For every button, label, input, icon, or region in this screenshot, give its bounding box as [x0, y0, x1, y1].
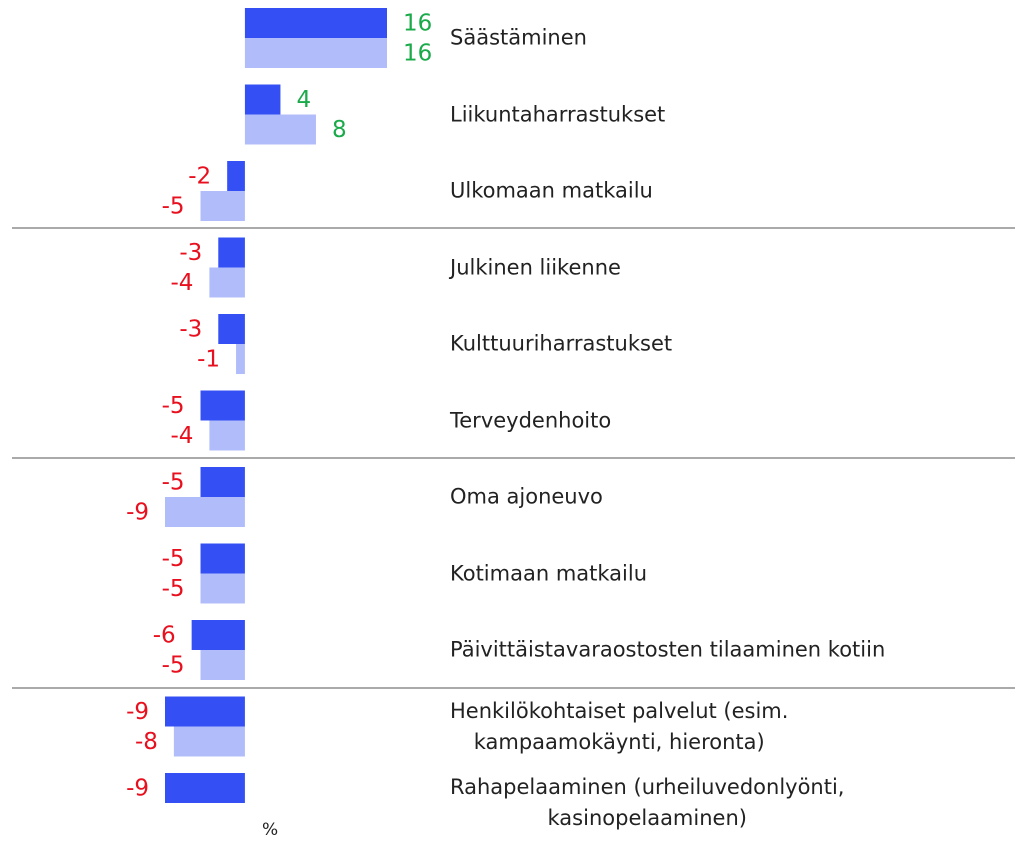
bar	[165, 773, 245, 803]
bar	[236, 344, 245, 374]
bar	[244, 38, 387, 68]
value-label: -1	[197, 347, 220, 373]
bar	[200, 573, 245, 604]
bar	[200, 191, 245, 221]
category-label: Henkilökohtaiset palvelut (esim. kampaam…	[450, 698, 789, 754]
value-label: -5	[162, 470, 185, 496]
bar	[244, 84, 281, 115]
value-label: 16	[403, 11, 432, 37]
value-label: -2	[188, 164, 211, 190]
bar	[244, 114, 316, 145]
bar	[191, 620, 245, 650]
category-label: Kulttuuriharrastukset	[450, 331, 673, 356]
category-label: Oma ajoneuvo	[450, 484, 603, 509]
bar	[200, 650, 245, 680]
bar	[227, 161, 245, 191]
category-label: Terveydenhoito	[450, 408, 612, 432]
category-label: Julkinen liikenne	[450, 255, 621, 279]
value-label: 8	[332, 117, 347, 143]
value-label: -3	[179, 317, 202, 343]
value-label: -9	[126, 776, 149, 802]
value-label: -9	[126, 500, 149, 526]
value-label: -5	[162, 194, 185, 220]
bar	[200, 390, 245, 421]
value-label: -8	[135, 729, 158, 755]
category-label: Säästäminen	[450, 25, 587, 50]
bar	[173, 726, 245, 757]
value-label: -3	[179, 240, 202, 266]
bar	[165, 696, 245, 727]
value-label: -5	[162, 653, 185, 679]
value-label: -6	[153, 623, 176, 649]
value-label: 16	[403, 41, 432, 67]
value-label: -5	[162, 576, 185, 602]
bar	[165, 497, 245, 527]
bar	[200, 543, 245, 574]
bar	[218, 237, 245, 268]
unit-label: %	[262, 820, 279, 840]
value-label: -9	[126, 699, 149, 725]
category-label: Ulkomaan matkailu	[450, 178, 653, 203]
bar	[209, 420, 245, 451]
bar	[218, 314, 245, 344]
category-label: Liikuntaharrastukset	[450, 102, 666, 126]
value-label: -4	[170, 423, 193, 449]
bar	[209, 267, 245, 298]
value-label: -5	[162, 546, 185, 572]
value-label: -4	[170, 270, 193, 296]
bar	[200, 467, 245, 497]
value-label: 4	[296, 87, 311, 113]
value-label: -5	[162, 393, 185, 419]
category-label: Rahapelaaminen (urheiluvedonlyönti, kasi…	[450, 775, 845, 830]
category-label: Päivittäistavaraostosten tilaaminen koti…	[450, 637, 886, 662]
category-label: Kotimaan matkailu	[450, 561, 648, 585]
bar	[244, 8, 387, 38]
